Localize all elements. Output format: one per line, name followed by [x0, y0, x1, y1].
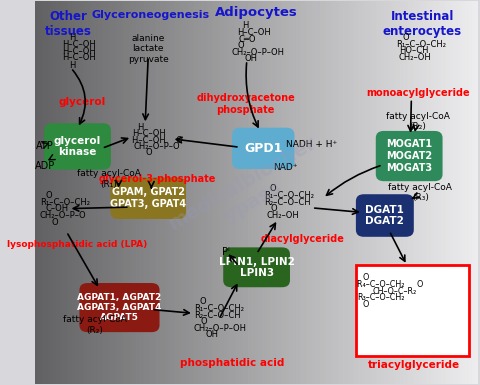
Text: H–C–OH: H–C–OH — [132, 129, 166, 138]
Text: C═O: C═O — [239, 35, 256, 44]
Text: R₁–C–O–CH₂: R₁–C–O–CH₂ — [40, 198, 90, 207]
Text: monoacylglyceride: monoacylglyceride — [366, 88, 470, 98]
Text: CH₂–O–P–O: CH₂–O–P–O — [133, 142, 180, 151]
Text: H–C–OH    O: H–C–OH O — [132, 136, 183, 145]
Text: Pᴵ: Pᴵ — [222, 247, 229, 257]
Text: Adipocytes: Adipocytes — [215, 7, 298, 20]
Text: LPIN1, LPIN2
LPIN3: LPIN1, LPIN2 LPIN3 — [219, 256, 295, 278]
Text: GPAM, GPAT2
GPAT3, GPAT4: GPAM, GPAT2 GPAT3, GPAT4 — [110, 187, 186, 209]
Text: O: O — [145, 149, 152, 157]
Text: fatty acyl-CoA
(R₃): fatty acyl-CoA (R₃) — [388, 183, 452, 202]
Text: O: O — [271, 204, 277, 214]
Text: ATP: ATP — [36, 141, 54, 151]
Text: R₂–C–O–CH: R₂–C–O–CH — [264, 198, 310, 207]
Text: Other
tissues: Other tissues — [45, 10, 92, 38]
FancyBboxPatch shape — [232, 128, 294, 169]
Text: alanine
lactate
pyruvate: alanine lactate pyruvate — [128, 34, 168, 64]
Text: R₁–C–O–CH₂: R₁–C–O–CH₂ — [396, 40, 446, 49]
Text: O: O — [45, 191, 52, 200]
FancyBboxPatch shape — [223, 247, 290, 287]
Text: O: O — [363, 273, 369, 282]
Text: GPD1: GPD1 — [244, 142, 282, 155]
Text: R₁–C–O–CH₂: R₁–C–O–CH₂ — [264, 191, 313, 200]
Text: CH₂–OH: CH₂–OH — [399, 54, 432, 62]
Text: O: O — [201, 317, 207, 326]
Text: H–C–OH: H–C–OH — [62, 40, 96, 49]
Text: H: H — [69, 61, 75, 70]
FancyBboxPatch shape — [356, 194, 414, 237]
Text: O: O — [270, 184, 276, 193]
Text: MOGAT1
MOGAT2
MOGAT3: MOGAT1 MOGAT2 MOGAT3 — [386, 139, 432, 172]
Text: dihydroxyacetone
phosphate: dihydroxyacetone phosphate — [196, 94, 295, 115]
FancyBboxPatch shape — [80, 283, 159, 332]
Text: lysophosphatidic acid (LPA): lysophosphatidic acid (LPA) — [7, 240, 148, 249]
Text: H–C–OH: H–C–OH — [62, 54, 96, 62]
Text: DGAT1
DGAT2: DGAT1 DGAT2 — [365, 205, 404, 226]
Text: glycerol-3-phosphate: glycerol-3-phosphate — [98, 174, 216, 184]
Text: CH₂–O–P–OH: CH₂–O–P–OH — [194, 324, 247, 333]
Text: C–OH: C–OH — [45, 204, 68, 214]
Text: fatty acyl-CoA
(R₂): fatty acyl-CoA (R₂) — [386, 112, 450, 131]
Text: AGPAT1, AGPAT2
AGPAT3, AGPAT4
AGPAT5: AGPAT1, AGPAT2 AGPAT3, AGPAT4 AGPAT5 — [77, 293, 162, 323]
Bar — [356, 265, 469, 355]
Text: Intestinal
enterocytes: Intestinal enterocytes — [383, 10, 462, 38]
Text: fatty acyl-CoA
(R₂): fatty acyl-CoA (R₂) — [63, 315, 127, 335]
Text: glycerol: glycerol — [58, 97, 106, 107]
Text: CH₂–O–P–O: CH₂–O–P–O — [40, 211, 86, 220]
Text: H: H — [69, 33, 75, 42]
Text: H: H — [137, 123, 144, 132]
Text: medicalbiocher
ypass: medicalbiocher ypass — [165, 133, 331, 252]
Text: CH₂–O–P–OH: CH₂–O–P–OH — [232, 48, 285, 57]
Text: NAD⁺: NAD⁺ — [273, 163, 298, 172]
FancyBboxPatch shape — [376, 131, 443, 181]
FancyBboxPatch shape — [110, 177, 186, 219]
Text: O: O — [199, 297, 206, 306]
Text: CH–O–C–R₂: CH–O–C–R₂ — [372, 286, 417, 296]
FancyBboxPatch shape — [44, 123, 111, 170]
Text: NADH + H⁺: NADH + H⁺ — [286, 140, 337, 149]
Text: triacylglyceride: triacylglyceride — [368, 360, 460, 370]
Text: R₂–C–O–CH: R₂–C–O–CH — [194, 311, 240, 320]
Text: O: O — [363, 300, 369, 309]
Text: R₄–C–O–CH₂     O: R₄–C–O–CH₂ O — [358, 280, 424, 289]
Text: H–C–OH: H–C–OH — [237, 28, 271, 37]
Text: ADP: ADP — [35, 161, 55, 171]
Text: glycerol
kinase: glycerol kinase — [54, 136, 101, 157]
Text: diacylglyceride: diacylglyceride — [261, 234, 345, 244]
Text: Glyceroneogenesis: Glyceroneogenesis — [91, 10, 210, 20]
Text: OH: OH — [205, 330, 218, 339]
Text: R₃–C–O–CH₂: R₃–C–O–CH₂ — [358, 293, 405, 302]
Text: CH₂–OH: CH₂–OH — [266, 211, 299, 220]
Text: H–C–OH: H–C–OH — [62, 47, 96, 56]
Text: R₁–C–O–CH₂: R₁–C–O–CH₂ — [194, 304, 244, 313]
Text: phosphatidic acid: phosphatidic acid — [180, 358, 285, 368]
Text: fatty acyl-CoA
(R₁): fatty acyl-CoA (R₁) — [76, 169, 140, 189]
Text: O: O — [237, 41, 244, 50]
Text: O: O — [403, 33, 409, 42]
Text: OH: OH — [244, 54, 257, 63]
Text: H: H — [242, 21, 249, 30]
Text: HO–CH: HO–CH — [399, 47, 429, 55]
Text: O: O — [51, 218, 58, 226]
